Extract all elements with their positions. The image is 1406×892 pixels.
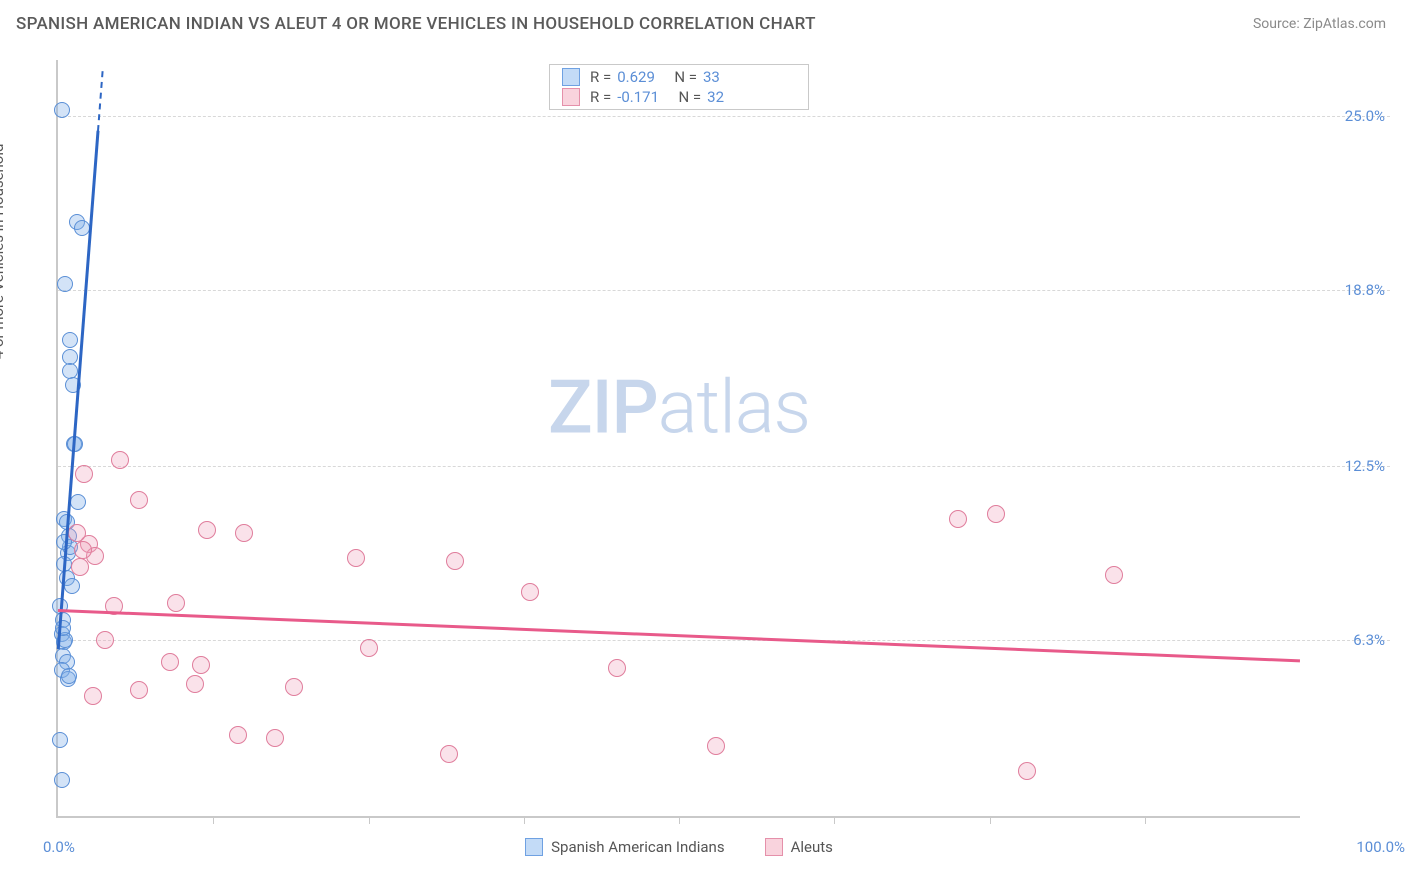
scatter-point: [130, 491, 148, 509]
scatter-point: [987, 505, 1005, 523]
swatch-blue-bottom: [525, 838, 543, 856]
scatter-point: [1105, 566, 1123, 584]
chart-page: SPANISH AMERICAN INDIAN VS ALEUT 4 OR MO…: [0, 0, 1406, 892]
trendline: [58, 609, 1300, 662]
scatter-point: [446, 552, 464, 570]
trendline-dash: [97, 71, 104, 131]
swatch-pink: [562, 88, 580, 106]
scatter-point: [949, 510, 967, 528]
scatter-point: [440, 745, 458, 763]
scatter-point: [167, 594, 185, 612]
bottom-legend: Spanish American Indians Aleuts: [58, 838, 1300, 856]
correlation-legend: R = 0.629 N = 33 R = -0.171 N = 32: [549, 64, 809, 110]
scatter-point: [161, 653, 179, 671]
scatter-point: [192, 656, 210, 674]
scatter-point: [521, 583, 539, 601]
scatter-point: [68, 524, 86, 542]
bottom-legend-1: Aleuts: [765, 838, 833, 856]
ytick-label: 25.0%: [1305, 107, 1385, 125]
xtick-mark: [1145, 816, 1146, 824]
xtick-mark: [679, 816, 680, 824]
plot-area: ZIPatlas R = 0.629 N = 33 R: [56, 60, 1300, 818]
xtick-mark: [524, 816, 525, 824]
scatter-point: [74, 541, 92, 559]
scatter-point: [74, 220, 90, 236]
chart-container: 4 or more Vehicles in Household ZIPatlas…: [16, 48, 1390, 868]
scatter-point: [235, 524, 253, 542]
scatter-point: [52, 732, 68, 748]
scatter-point: [360, 639, 378, 657]
scatter-point: [70, 494, 86, 510]
xtick-mark: [834, 816, 835, 824]
scatter-point: [285, 678, 303, 696]
chart-title: SPANISH AMERICAN INDIAN VS ALEUT 4 OR MO…: [16, 14, 816, 34]
scatter-point: [130, 681, 148, 699]
gridline-h: [58, 466, 1390, 467]
scatter-point: [1018, 762, 1036, 780]
scatter-point: [111, 451, 129, 469]
correlation-row-0: R = 0.629 N = 33: [550, 67, 808, 87]
xtick-mark: [990, 816, 991, 824]
scatter-point: [707, 737, 725, 755]
ytick-label: 18.8%: [1305, 281, 1385, 299]
ytick-label: 12.5%: [1305, 457, 1385, 475]
header: SPANISH AMERICAN INDIAN VS ALEUT 4 OR MO…: [0, 0, 1406, 42]
xtick-mark: [369, 816, 370, 824]
source-label: Source: ZipAtlas.com: [1253, 16, 1386, 32]
scatter-point: [54, 102, 70, 118]
scatter-point: [266, 729, 284, 747]
watermark-bold: ZIP: [548, 364, 658, 451]
swatch-blue: [562, 68, 580, 86]
correlation-row-1: R = -0.171 N = 32: [550, 87, 808, 107]
watermark: ZIPatlas: [548, 364, 810, 451]
scatter-point: [186, 675, 204, 693]
bottom-legend-label-0: Spanish American Indians: [551, 838, 724, 856]
scatter-point: [64, 578, 80, 594]
swatch-pink-bottom: [765, 838, 783, 856]
gridline-h: [58, 116, 1390, 117]
xtick-mark: [213, 816, 214, 824]
scatter-point: [54, 772, 70, 788]
ytick-label: 6.3%: [1305, 631, 1385, 649]
x-max-label: 100.0%: [1356, 838, 1405, 856]
scatter-point: [608, 659, 626, 677]
scatter-point: [347, 549, 365, 567]
scatter-point: [96, 631, 114, 649]
corr-text-0: R = 0.629 N = 33: [590, 68, 720, 86]
gridline-h: [58, 640, 1390, 641]
scatter-point: [229, 726, 247, 744]
bottom-legend-0: Spanish American Indians: [525, 838, 724, 856]
corr-text-1: R = -0.171 N = 32: [590, 88, 724, 106]
scatter-point: [84, 687, 102, 705]
bottom-legend-label-1: Aleuts: [791, 838, 833, 856]
y-axis-label: 4 or more Vehicles in Household: [0, 144, 7, 360]
scatter-point: [71, 558, 89, 576]
gridline-h: [58, 290, 1390, 291]
scatter-point: [57, 276, 73, 292]
scatter-point: [61, 668, 77, 684]
scatter-point: [62, 332, 78, 348]
scatter-point: [198, 521, 216, 539]
watermark-light: atlas: [658, 364, 810, 451]
scatter-point: [75, 465, 93, 483]
